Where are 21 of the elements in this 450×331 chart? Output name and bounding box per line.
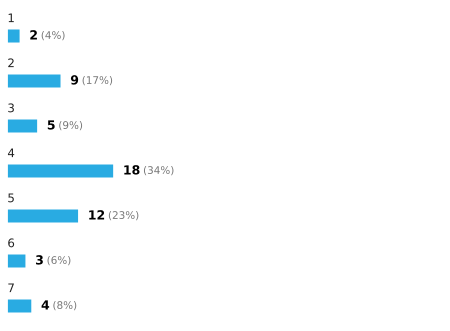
y-tick-label: 1 (8, 14, 14, 22)
data-label: 4 (8%) (42, 300, 76, 310)
data-label: 3 (6%) (36, 255, 70, 266)
data-label: 12 (23%) (89, 210, 138, 220)
data-label: 18 (34%) (124, 165, 174, 176)
data-label: 2 (4%) (30, 30, 65, 40)
bar (8, 254, 26, 268)
y-tick-label: 5 (8, 194, 14, 202)
y-tick-label: 3 (8, 103, 14, 112)
bar (8, 119, 38, 133)
data-label: 5 (9%) (48, 120, 82, 130)
data-label: 9 (17%) (70, 75, 112, 86)
y-tick-label: 7 (8, 284, 14, 292)
bar (8, 164, 114, 178)
bar (8, 29, 20, 43)
y-tick-label: 6 (8, 238, 14, 248)
bar (8, 209, 78, 223)
y-tick-label: 4 (8, 148, 14, 158)
bar (8, 74, 61, 88)
bar (8, 299, 32, 313)
y-tick-label: 2 (8, 58, 14, 68)
